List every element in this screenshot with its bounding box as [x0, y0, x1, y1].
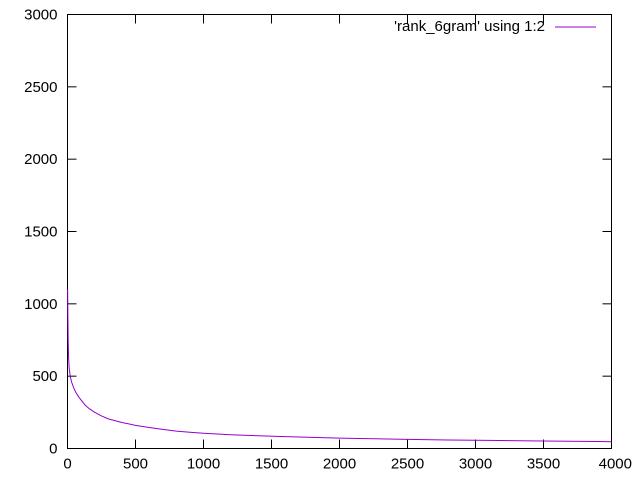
y-tick-label: 2500 — [24, 79, 57, 96]
x-tick-label: 0 — [63, 456, 71, 473]
x-tick-label: 1500 — [255, 456, 288, 473]
x-tick-label: 3000 — [459, 456, 492, 473]
x-tick-label: 500 — [123, 456, 148, 473]
x-axis-ticks: 0 500 1000 1500 2000 2500 3000 3500 4000 — [63, 14, 632, 473]
y-tick-label: 0 — [49, 441, 57, 458]
x-tick-label: 1000 — [187, 456, 220, 473]
legend-label: 'rank_6gram' using 1:2 — [394, 18, 545, 35]
plot-frame — [67, 14, 612, 449]
x-tick-label: 3500 — [527, 456, 560, 473]
legend: 'rank_6gram' using 1:2 — [394, 18, 596, 35]
y-tick-label: 1500 — [24, 224, 57, 241]
x-tick-label: 2500 — [391, 456, 424, 473]
y-tick-label: 1000 — [24, 296, 57, 313]
y-tick-label: 500 — [32, 368, 57, 385]
y-axis-ticks: 0 500 1000 1500 2000 2500 3000 — [24, 7, 612, 458]
series-line — [67, 289, 612, 443]
x-tick-label: 2000 — [323, 456, 356, 473]
y-tick-label: 3000 — [24, 7, 57, 24]
x-tick-label: 4000 — [599, 456, 632, 473]
y-tick-label: 2000 — [24, 151, 57, 168]
